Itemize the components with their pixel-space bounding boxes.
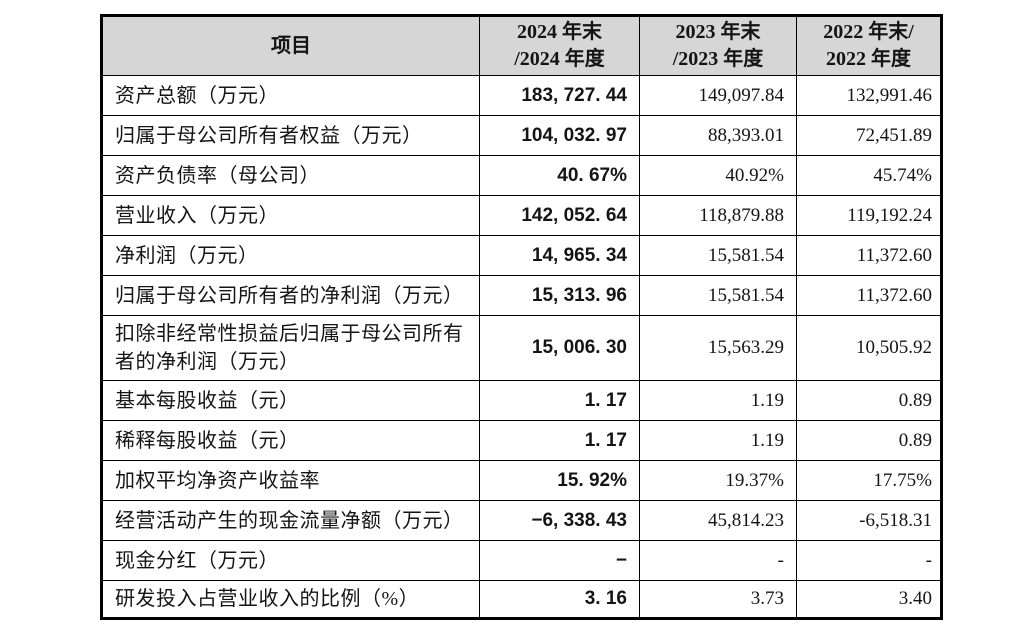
value-2023: 15,581.54 [639,235,797,276]
value-2023: 40.92% [639,155,797,196]
table-row: 加权平均净资产收益率 15. 92% 19.37% 17.75% [101,460,942,501]
row-label-cash-dividend: 现金分红（万元） [101,540,480,581]
row-label-total-assets: 资产总额（万元） [101,75,480,116]
table-row: 扣除非经常性损益后归属于母公司所有者的净利润（万元） 15, 006. 30 1… [101,315,942,381]
value-2022: 11,372.60 [796,235,942,276]
value-2022: 17.75% [796,460,942,501]
row-label-rd-ratio: 研发投入占营业收入的比例（%） [101,580,480,619]
row-label-weighted-roe: 加权平均净资产收益率 [101,460,480,501]
value-2024: 1. 17 [479,420,640,461]
value-2024: 104, 032. 97 [479,115,640,156]
table-row: 资产负债率（母公司） 40. 67% 40.92% 45.74% [101,155,942,196]
table-row: 现金分红（万元） − - - [101,540,942,581]
value-2024: − [479,540,640,581]
value-2024: −6, 338. 43 [479,500,640,541]
column-header-2023: 2023 年末 /2023 年度 [639,15,797,76]
value-2024: 15. 92% [479,460,640,501]
row-label-operating-cash-flow: 经营活动产生的现金流量净额（万元） [101,500,480,541]
value-2023: 45,814.23 [639,500,797,541]
table-row: 净利润（万元） 14, 965. 34 15,581.54 11,372.60 [101,235,942,276]
value-2022: 0.89 [796,420,942,461]
value-2022: 45.74% [796,155,942,196]
table-row: 归属于母公司所有者的净利润（万元） 15, 313. 96 15,581.54 … [101,275,942,316]
column-header-item: 项目 [101,15,480,76]
value-2022: 119,192.24 [796,195,942,236]
row-label-diluted-eps: 稀释每股收益（元） [101,420,480,461]
value-2023: 118,879.88 [639,195,797,236]
value-2023: 149,097.84 [639,75,797,116]
financial-summary-table-container: 项目 2024 年末 /2024 年度 2023 年末 /2023 年度 202… [100,14,943,620]
value-2023: 1.19 [639,380,797,421]
header-2023-line2: /2023 年度 [672,48,764,70]
row-label-revenue: 营业收入（万元） [101,195,480,236]
value-2024: 40. 67% [479,155,640,196]
column-header-2022: 2022 年末/ 2022 年度 [796,15,942,76]
value-2022: -6,518.31 [796,500,942,541]
value-2022: - [796,540,942,581]
value-2022: 3.40 [796,580,942,619]
value-2024: 14, 965. 34 [479,235,640,276]
header-2024-line2: /2024 年度 [514,48,605,70]
header-2022-line2: 2022 年度 [826,48,911,70]
table-row: 营业收入（万元） 142, 052. 64 118,879.88 119,192… [101,195,942,236]
value-2024: 183, 727. 44 [479,75,640,116]
table-row: 研发投入占营业收入的比例（%） 3. 16 3.73 3.40 [101,580,942,619]
value-2023: 88,393.01 [639,115,797,156]
financial-summary-table: 项目 2024 年末 /2024 年度 2023 年末 /2023 年度 202… [100,14,943,620]
value-2023: 1.19 [639,420,797,461]
value-2023: - [639,540,797,581]
table-row: 资产总额（万元） 183, 727. 44 149,097.84 132,991… [101,75,942,116]
row-label-parent-equity: 归属于母公司所有者权益（万元） [101,115,480,156]
value-2022: 0.89 [796,380,942,421]
value-2023: 3.73 [639,580,797,619]
table-row: 归属于母公司所有者权益（万元） 104, 032. 97 88,393.01 7… [101,115,942,156]
header-2023-line1: 2023 年末 [675,21,761,43]
header-row: 项目 2024 年末 /2024 年度 2023 年末 /2023 年度 202… [101,15,942,76]
row-label-parent-net-profit: 归属于母公司所有者的净利润（万元） [101,275,480,316]
value-2022: 132,991.46 [796,75,942,116]
row-label-net-profit: 净利润（万元） [101,235,480,276]
row-label-debt-ratio: 资产负债率（母公司） [101,155,480,196]
row-label-deducted-net-profit: 扣除非经常性损益后归属于母公司所有者的净利润（万元） [101,315,480,381]
row-label-basic-eps: 基本每股收益（元） [101,380,480,421]
value-2022: 72,451.89 [796,115,942,156]
header-2022-line1: 2022 年末/ [823,21,914,43]
header-2024-line1: 2024 年末 [517,21,602,43]
value-2023: 19.37% [639,460,797,501]
value-2024: 15, 006. 30 [479,315,640,381]
value-2022: 11,372.60 [796,275,942,316]
table-row: 经营活动产生的现金流量净额（万元） −6, 338. 43 45,814.23 … [101,500,942,541]
table-row: 稀释每股收益（元） 1. 17 1.19 0.89 [101,420,942,461]
value-2022: 10,505.92 [796,315,942,381]
value-2023: 15,581.54 [639,275,797,316]
table-row: 基本每股收益（元） 1. 17 1.19 0.89 [101,380,942,421]
value-2024: 142, 052. 64 [479,195,640,236]
value-2024: 1. 17 [479,380,640,421]
column-header-2024: 2024 年末 /2024 年度 [479,15,640,76]
value-2023: 15,563.29 [639,315,797,381]
value-2024: 3. 16 [479,580,640,619]
value-2024: 15, 313. 96 [479,275,640,316]
